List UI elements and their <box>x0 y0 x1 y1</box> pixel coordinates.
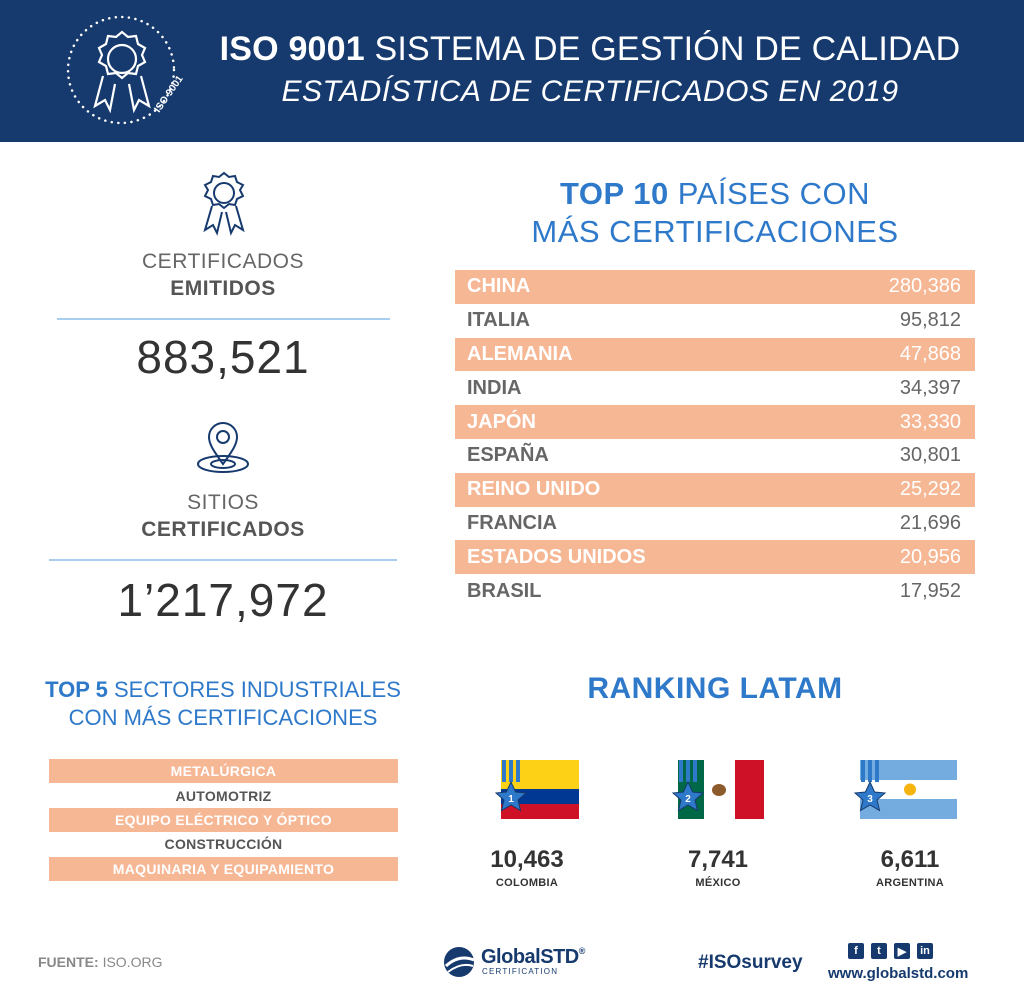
mexico-flag-icon: 2 <box>671 760 764 819</box>
table-row: JAPÓN 33,330 <box>455 405 975 439</box>
facebook-icon[interactable]: f <box>848 943 864 959</box>
award-ribbon-icon <box>203 171 245 236</box>
ranking-item-mexico: 2 7,741 MÉXICO <box>638 760 798 890</box>
stat-certificates-value: 883,521 <box>136 331 310 383</box>
ranking-value: 10,463 <box>490 846 564 873</box>
top10-title: TOP 10 PAÍSES CON MÁS CERTIFICACIONES <box>531 176 899 249</box>
divider <box>57 318 390 320</box>
badge-text: ISO 9001 <box>152 73 183 114</box>
table-row: FRANCIA 21,696 <box>467 511 961 534</box>
ranking-item-argentina: 3 6,611 ARGENTINA <box>830 760 990 890</box>
table-row: REINO UNIDO 25,292 <box>455 472 975 507</box>
table-row: ESPAÑA 30,801 <box>467 444 961 467</box>
list-item: MAQUINARIA Y EQUIPAMIENTO <box>49 856 398 881</box>
stat-sites-label1: SITIOS <box>187 491 259 514</box>
ranking-title: RANKING LATAM <box>587 672 843 705</box>
hashtag: #ISOsurvey <box>698 952 803 973</box>
stat-sites-value: 1’217,972 <box>117 574 329 626</box>
top10-table: CHINA 280,386 ITALIA 95,812 ALEMANIA 47,868… <box>455 270 975 608</box>
ranking-item-colombia: 1 10,463 COLOMBIA <box>447 760 607 890</box>
source-note: FUENTE: ISO.ORG <box>38 954 163 970</box>
rank-number: 1 <box>508 794 514 805</box>
ranking-country: ARGENTINA <box>875 877 945 889</box>
brand-subtitle: CERTIFICATION <box>482 967 559 976</box>
ranking-value: 6,611 <box>880 846 940 873</box>
table-row: ITALIA 95,812 <box>467 309 961 332</box>
brand-name: GlobalSTD® <box>481 946 585 968</box>
stat-certificates-label2: EMITIDOS <box>170 277 276 300</box>
twitter-icon[interactable]: t <box>871 943 887 959</box>
stat-sites-label2: CERTIFICADOS <box>141 518 305 541</box>
stat-certificates-label1: CERTIFICADOS <box>142 250 304 273</box>
table-row: ESTADOS UNIDOS 20,956 <box>455 540 975 575</box>
rank-number: 3 <box>867 794 873 805</box>
ranking-country: COLOMBIA <box>495 877 559 889</box>
sectors-list: METALÚRGICA AUTOMOTRIZ EQUIPO ELÉCTRICO … <box>49 759 398 881</box>
header-banner: ISO 9001 ISO 9001 SISTEMA DE GESTIÓN DE … <box>0 0 1024 142</box>
iso-seal-icon: ISO 9001 <box>66 15 183 125</box>
list-item: CONSTRUCCIÓN <box>164 836 283 853</box>
page-subtitle: ESTADÍSTICA DE CERTIFICADOS EN 2019 <box>281 75 899 108</box>
page-title: ISO 9001 SISTEMA DE GESTIÓN DE CALIDAD <box>219 30 961 68</box>
colombia-flag-icon: 1 <box>494 760 579 819</box>
rank-number: 2 <box>685 794 691 805</box>
website-link[interactable]: www.globalstd.com <box>828 965 969 982</box>
location-pin-icon <box>197 422 249 473</box>
table-row: ALEMANIA 47,868 <box>455 337 975 372</box>
globalstd-logo-icon <box>444 947 475 977</box>
table-row: INDIA 34,397 <box>467 376 961 399</box>
sectors-title: TOP 5 SECTORES INDUSTRIALES CON MÁS CERT… <box>45 677 401 730</box>
argentina-flag-icon: 3 <box>853 760 957 819</box>
table-row: CHINA 280,386 <box>455 270 975 304</box>
ranking-country: MÉXICO <box>695 877 741 889</box>
list-item: METALÚRGICA <box>49 759 398 784</box>
table-row: BRASIL 17,952 <box>467 579 961 602</box>
list-item: AUTOMOTRIZ <box>175 787 272 804</box>
linkedin-icon[interactable]: in <box>917 943 933 959</box>
divider <box>49 559 397 561</box>
list-item: EQUIPO ELÉCTRICO Y ÓPTICO <box>49 807 398 833</box>
youtube-icon[interactable]: ▶ <box>894 943 910 959</box>
ranking-value: 7,741 <box>687 846 749 873</box>
social-links: f t ▶ in <box>848 943 933 959</box>
